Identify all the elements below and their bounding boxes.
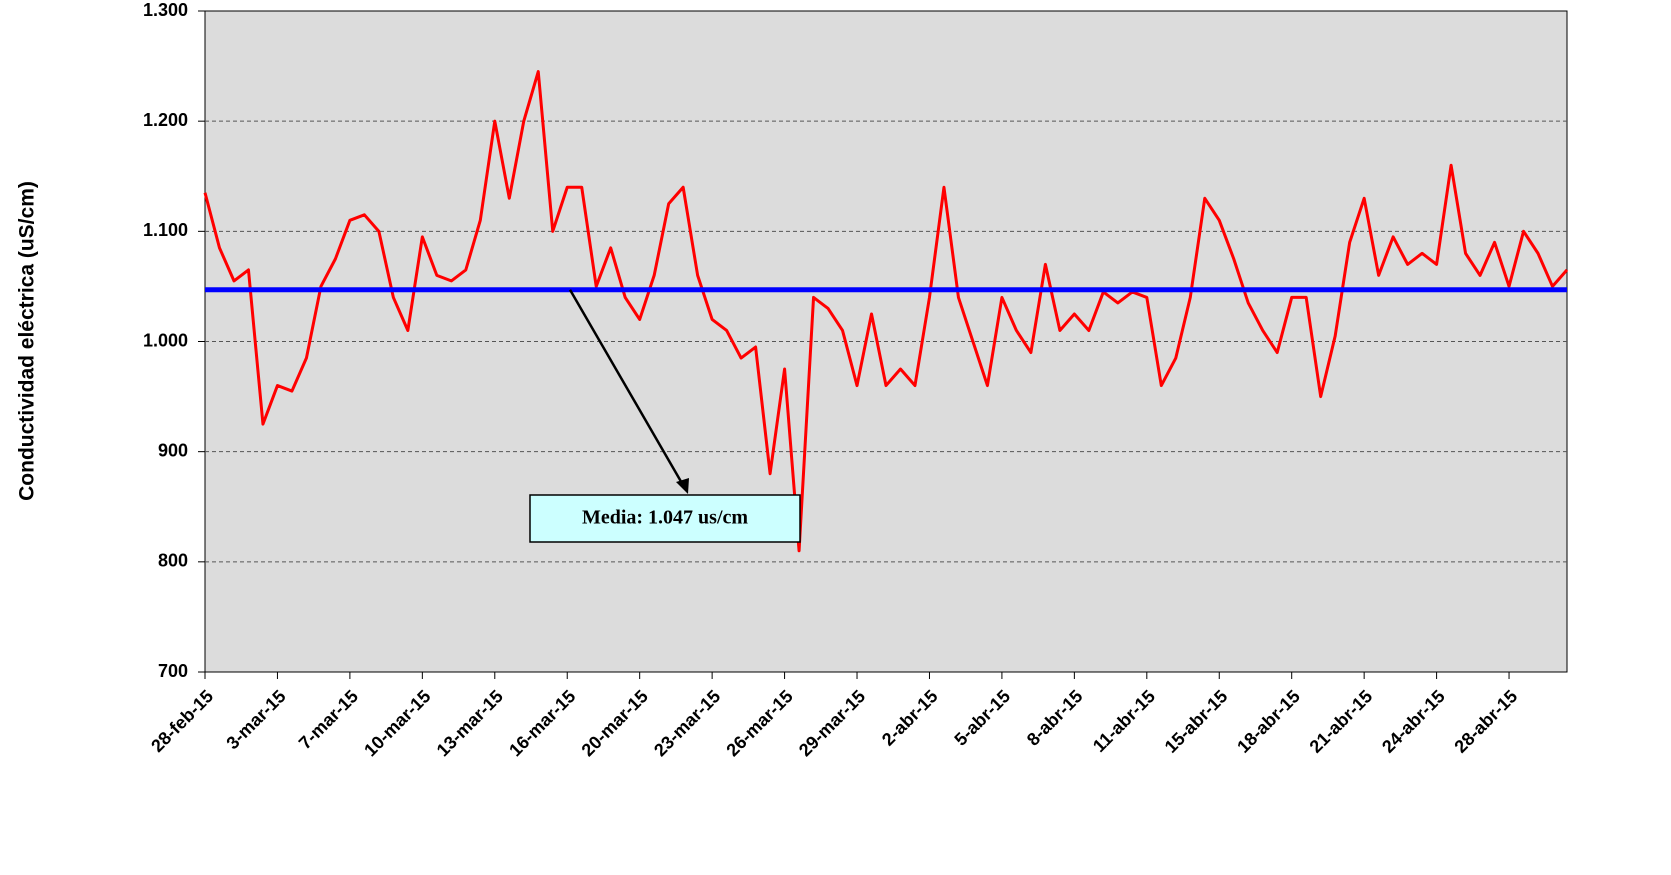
y-tick-label: 1.300 (143, 0, 188, 20)
x-tick-label: 11-abr-15 (1089, 686, 1159, 756)
y-tick-label: 1.100 (143, 220, 188, 240)
x-tick-label: 20-mar-15 (578, 686, 652, 760)
x-tick-label: 18-abr-15 (1233, 686, 1304, 757)
y-tick-label: 800 (158, 551, 188, 571)
annotation-arrow (568, 289, 685, 486)
x-tick-label: 15-abr-15 (1161, 686, 1232, 757)
y-tick-label: 1.200 (143, 110, 188, 130)
x-tick-label: 2-abr-15 (878, 686, 942, 750)
y-tick-label: 700 (158, 661, 188, 681)
y-tick-label: 900 (158, 440, 188, 460)
x-tick-label: 21-abr-15 (1306, 686, 1377, 757)
x-tick-label: 26-mar-15 (722, 686, 796, 760)
data-line (203, 70, 1569, 553)
x-tick-label: 28-abr-15 (1450, 686, 1521, 757)
x-tick-label: 7-mar-15 (295, 686, 362, 753)
x-tick-label: 8-abr-15 (1023, 686, 1087, 750)
x-tick-label: 13-mar-15 (433, 686, 507, 760)
y-tick-label: 1.000 (143, 330, 188, 350)
x-tick-label: 28-feb-15 (147, 686, 217, 756)
x-tick-label: 29-mar-15 (795, 686, 869, 760)
x-tick-label: 5-abr-15 (950, 686, 1014, 750)
x-tick-label: 23-mar-15 (650, 686, 724, 760)
x-tick-label: 16-mar-15 (505, 686, 579, 760)
x-tick-label: 10-mar-15 (360, 686, 434, 760)
x-tick-label: 3-mar-15 (222, 686, 289, 753)
annotation-text: Media: 1.047 us/cm (582, 507, 748, 529)
annotation-box (529, 494, 801, 543)
arrow-head (676, 478, 689, 494)
x-tick-label: 24-abr-15 (1378, 686, 1449, 757)
y-axis-label: Conductividad eléctrica (uS/cm) (16, 181, 39, 501)
